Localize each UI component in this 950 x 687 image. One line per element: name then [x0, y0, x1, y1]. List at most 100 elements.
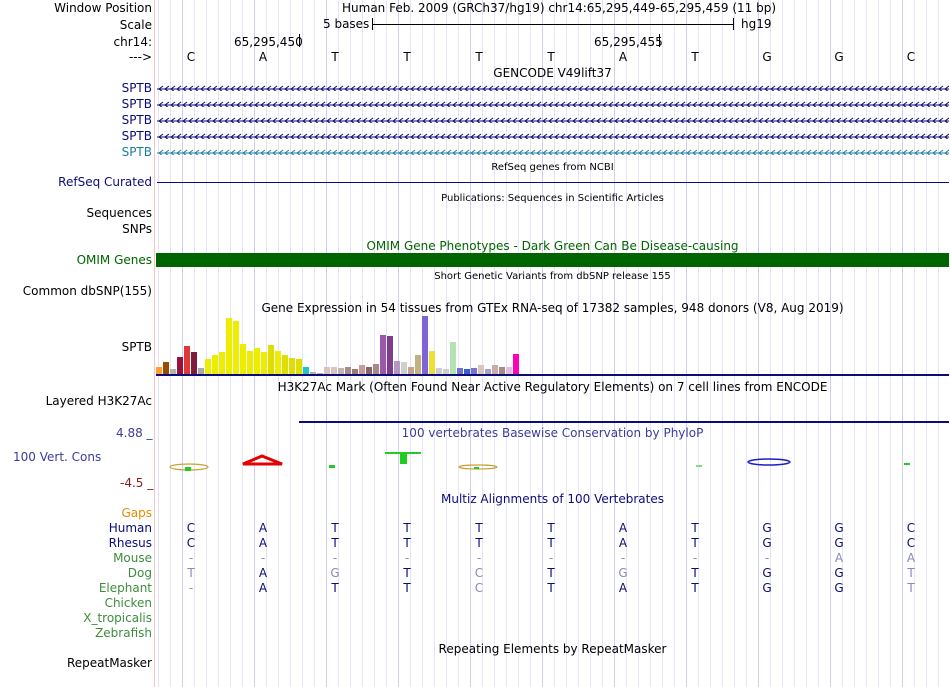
gencode-transcript-label[interactable]: SPTB [121, 97, 152, 111]
species-label[interactable]: Rhesus [108, 536, 152, 550]
species-label[interactable]: Zebrafish [95, 626, 152, 640]
gtex-tissue-bar[interactable] [429, 351, 435, 374]
gtex-tissue-bar[interactable] [156, 367, 162, 374]
snps-label[interactable]: SNPs [122, 222, 152, 236]
gtex-tissue-bar[interactable] [324, 367, 330, 374]
h3k27ac-track-title[interactable]: H3K27Ac Mark (Often Found Near Active Re… [277, 380, 828, 394]
gtex-tissue-bar[interactable] [443, 369, 449, 374]
gtex-tissue-bar[interactable] [296, 359, 302, 374]
gencode-transcript-line[interactable] [157, 101, 949, 107]
publications-track-title[interactable]: Publications: Sequences in Scientific Ar… [441, 193, 664, 204]
gtex-tissue-bar[interactable] [436, 368, 442, 374]
gencode-transcript-line[interactable] [157, 85, 949, 91]
species-label[interactable]: Elephant [98, 581, 152, 595]
omim-track-title[interactable]: OMIM Gene Phenotypes - Dark Green Can Be… [366, 239, 739, 253]
gtex-tissue-bar[interactable] [303, 367, 309, 374]
gtex-tissue-bar[interactable] [380, 335, 386, 374]
gtex-tissue-bar[interactable] [191, 352, 197, 374]
gtex-tissue-bar[interactable] [457, 368, 463, 374]
omim-genes-label[interactable]: OMIM Genes [76, 253, 152, 267]
species-label[interactable]: Mouse [113, 551, 152, 565]
repeatmasker-track-title[interactable]: Repeating Elements by RepeatMasker [438, 642, 667, 656]
gtex-tissue-bar[interactable] [387, 336, 393, 374]
gtex-tissue-bar[interactable] [331, 367, 337, 374]
gtex-tissue-bar[interactable] [275, 351, 281, 374]
gtex-tissue-bar[interactable] [170, 369, 176, 374]
gencode-transcript-label[interactable]: SPTB [121, 113, 152, 127]
gtex-tissue-bar[interactable] [485, 369, 491, 374]
gencode-transcript-line[interactable] [157, 117, 949, 123]
refseq-curated-label[interactable]: RefSeq Curated [58, 175, 152, 189]
gencode-track-title[interactable]: GENCODE V49lift37 [493, 66, 612, 80]
refseq-gene-line[interactable] [157, 182, 949, 183]
gtex-tissue-bar[interactable] [513, 354, 519, 374]
gtex-tissue-bar[interactable] [401, 362, 407, 374]
gtex-tissue-bar[interactable] [450, 342, 456, 374]
species-label[interactable]: Chicken [104, 596, 152, 610]
alignment-base: A [834, 551, 844, 565]
gtex-tissue-bar[interactable] [415, 355, 421, 374]
h3k27ac-signal-line[interactable] [299, 421, 949, 423]
gtex-tissue-bar[interactable] [247, 351, 253, 374]
gtex-tissue-bar[interactable] [282, 355, 288, 374]
sequences-label[interactable]: Sequences [86, 206, 152, 220]
conservation-track-title[interactable]: 100 vertebrates Basewise Conservation by… [401, 426, 704, 440]
alignment-base: A [258, 521, 268, 535]
repeatmasker-label[interactable]: RepeatMasker [66, 656, 152, 670]
gtex-tissue-bar[interactable] [240, 344, 246, 374]
multiz-track-title[interactable]: Multiz Alignments of 100 Vertebrates [440, 492, 665, 506]
species-label[interactable]: Human [108, 521, 152, 535]
gtex-tissue-bar[interactable] [177, 357, 183, 374]
gtex-tissue-bar[interactable] [317, 373, 323, 374]
conservation-graph[interactable] [156, 446, 949, 476]
gtex-expression-chart[interactable] [156, 315, 949, 377]
dbsnp-track-title[interactable]: Short Genetic Variants from dbSNP releas… [434, 271, 671, 282]
gtex-tissue-bar[interactable] [233, 321, 239, 374]
gtex-tissue-bar[interactable] [464, 369, 470, 374]
gtex-tissue-bar[interactable] [163, 362, 169, 374]
gtex-tissue-bar[interactable] [198, 368, 204, 374]
gencode-transcript-line[interactable] [157, 149, 949, 155]
gtex-tissue-bar[interactable] [261, 352, 267, 374]
gtex-tissue-bar[interactable] [352, 369, 358, 374]
alignment-base: A [258, 566, 268, 580]
gencode-transcript-line[interactable] [157, 133, 949, 139]
gtex-tissue-bar[interactable] [184, 346, 190, 374]
gencode-transcript-label[interactable]: SPTB [121, 145, 152, 159]
gtex-tissue-bar[interactable] [359, 365, 365, 374]
species-label[interactable]: X_tropicalis [83, 611, 152, 625]
refseq-track-title[interactable]: RefSeq genes from NCBI [491, 162, 614, 173]
gtex-tissue-bar[interactable] [499, 367, 505, 374]
gtex-tissue-bar[interactable] [492, 365, 498, 374]
base-letter: A [618, 50, 628, 64]
layered-h3k27ac-label[interactable]: Layered H3K27Ac [45, 394, 152, 408]
gtex-tissue-bar[interactable] [471, 368, 477, 374]
base-letter: T [547, 50, 555, 64]
gtex-tissue-bar[interactable] [338, 368, 344, 374]
omim-gene-bar[interactable] [156, 253, 949, 267]
gtex-tissue-bar[interactable] [289, 358, 295, 374]
gtex-tissue-bar[interactable] [478, 365, 484, 374]
gtex-tissue-bar[interactable] [366, 367, 372, 374]
gtex-tissue-bar[interactable] [422, 316, 428, 374]
gtex-tissue-bar[interactable] [408, 367, 414, 374]
gtex-tissue-bar[interactable] [310, 372, 316, 374]
gtex-track-title[interactable]: Gene Expression in 54 tissues from GTEx … [261, 301, 844, 315]
gtex-tissue-bar[interactable] [506, 367, 512, 374]
gtex-gene-label[interactable]: SPTB [121, 340, 152, 354]
gtex-tissue-bar[interactable] [212, 355, 218, 374]
gtex-tissue-bar[interactable] [373, 364, 379, 374]
gtex-tissue-bar[interactable] [254, 348, 260, 374]
gencode-transcript-label[interactable]: SPTB [121, 129, 152, 143]
gtex-tissue-bar[interactable] [268, 345, 274, 374]
gtex-tissue-bar[interactable] [345, 367, 351, 374]
species-label[interactable]: Dog [127, 566, 152, 580]
gencode-transcript-label[interactable]: SPTB [121, 81, 152, 95]
gtex-tissue-bar[interactable] [205, 359, 211, 374]
common-dbsnp-label[interactable]: Common dbSNP(155) [22, 284, 152, 298]
gtex-tissue-bar[interactable] [226, 318, 232, 374]
conservation-track-label[interactable]: 100 Vert. Cons [13, 450, 102, 464]
gtex-tissue-bar[interactable] [219, 352, 225, 374]
gtex-tissue-bar[interactable] [394, 361, 400, 374]
